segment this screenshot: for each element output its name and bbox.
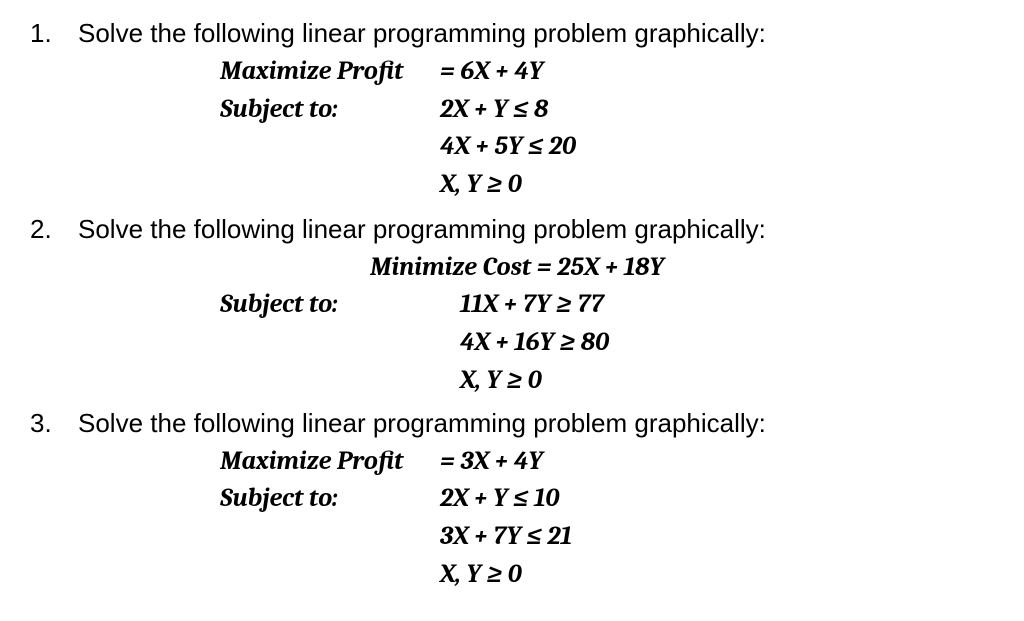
problem-3-intro: Solve the following linear programming p… xyxy=(78,408,766,439)
problem-1-intro: Solve the following linear programming p… xyxy=(78,18,766,49)
problem-2-constraint-3-row: X, Y ≥ 0 xyxy=(220,362,994,400)
problem-2: 2. Solve the following linear programmin… xyxy=(30,214,994,400)
objective-label: Maximize Profit xyxy=(220,53,440,91)
problem-3-objective: Maximize Profit = 3X + 4Y xyxy=(220,443,994,481)
problem-2-objective: Minimize Cost = 25X + 18Y xyxy=(220,249,994,287)
problem-1-number: 1. xyxy=(30,18,78,49)
problem-1: 1. Solve the following linear programmin… xyxy=(30,18,994,204)
constraint-1: 11X + 7Y ≥ 77 xyxy=(460,286,604,324)
problem-2-intro: Solve the following linear programming p… xyxy=(78,214,766,245)
problem-1-subject-row: Subject to: 2X + Y ≤ 8 xyxy=(220,91,994,129)
problem-2-number: 2. xyxy=(30,214,78,245)
constraint-2: 3X + 7Y ≤ 21 xyxy=(440,518,572,556)
problem-2-constraint-2-row: 4X + 16Y ≥ 80 xyxy=(220,324,994,362)
problem-3-number: 3. xyxy=(30,408,78,439)
constraint-2: 4X + 5Y ≤ 20 xyxy=(440,128,576,166)
constraint-3: X, Y ≥ 0 xyxy=(460,362,542,400)
constraint-2: 4X + 16Y ≥ 80 xyxy=(460,324,609,362)
objective-label: Maximize Profit xyxy=(220,443,440,481)
problem-3-constraint-2-row: 3X + 7Y ≤ 21 xyxy=(220,518,994,556)
problem-3-subject-row: Subject to: 2X + Y ≤ 10 xyxy=(220,480,994,518)
problem-3: 3. Solve the following linear programmin… xyxy=(30,408,994,594)
subject-to-label: Subject to: xyxy=(220,91,440,129)
problem-1-constraint-3-row: X, Y ≥ 0 xyxy=(220,166,994,204)
objective-expr: Minimize Cost = 25X + 18Y xyxy=(370,249,664,287)
problem-1-objective: Maximize Profit = 6X + 4Y xyxy=(220,53,994,91)
problem-3-header: 3. Solve the following linear programmin… xyxy=(30,408,994,439)
problem-3-formulation: Maximize Profit = 3X + 4Y Subject to: 2X… xyxy=(30,443,994,594)
objective-expr: = 3X + 4Y xyxy=(440,443,543,481)
problem-2-subject-row: Subject to: 11X + 7Y ≥ 77 xyxy=(220,286,994,324)
constraint-1: 2X + Y ≤ 10 xyxy=(440,480,559,518)
constraint-1: 2X + Y ≤ 8 xyxy=(440,91,548,129)
constraint-3: X, Y ≥ 0 xyxy=(440,166,522,204)
problem-3-constraint-3-row: X, Y ≥ 0 xyxy=(220,556,994,594)
problem-2-header: 2. Solve the following linear programmin… xyxy=(30,214,994,245)
problem-1-header: 1. Solve the following linear programmin… xyxy=(30,18,994,49)
problem-2-formulation: Minimize Cost = 25X + 18Y Subject to: 11… xyxy=(30,249,994,400)
objective-expr: = 6X + 4Y xyxy=(440,53,543,91)
subject-to-label: Subject to: xyxy=(220,480,440,518)
problem-1-formulation: Maximize Profit = 6X + 4Y Subject to: 2X… xyxy=(30,53,994,204)
problem-1-constraint-2-row: 4X + 5Y ≤ 20 xyxy=(220,128,994,166)
subject-to-label: Subject to: xyxy=(220,286,460,324)
constraint-3: X, Y ≥ 0 xyxy=(440,556,522,594)
